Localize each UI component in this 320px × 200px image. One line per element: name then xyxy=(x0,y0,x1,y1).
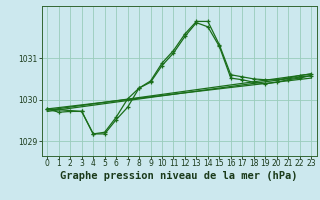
X-axis label: Graphe pression niveau de la mer (hPa): Graphe pression niveau de la mer (hPa) xyxy=(60,171,298,181)
